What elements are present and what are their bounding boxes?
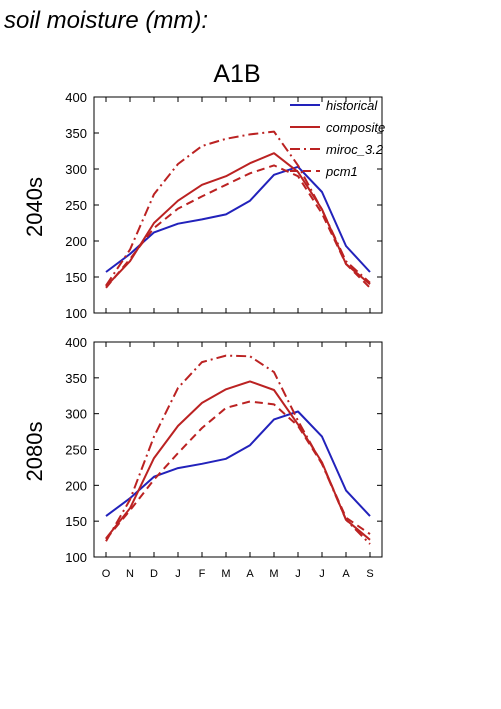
y-tick-label: 200 xyxy=(65,478,87,493)
panel-2080s: 100 150 200 250 300 350 400 O N D J F M A M J J A S 2080s xyxy=(22,335,383,580)
x-tick-label: M xyxy=(269,568,278,580)
legend-label: composite xyxy=(326,120,385,135)
legend: historical composite miroc_3.2 pcm1 xyxy=(290,98,385,179)
y-tick-label: 150 xyxy=(65,270,87,285)
x-tick-label: O xyxy=(102,568,111,580)
series-line-miroc-3-2 xyxy=(105,130,371,287)
y-tick-label: 250 xyxy=(65,443,87,458)
x-tick-label: F xyxy=(199,568,206,580)
x-tick-label: D xyxy=(150,568,158,580)
y-tick-label: 400 xyxy=(65,90,87,105)
y-tick-label: 250 xyxy=(65,198,87,213)
series-line-historical xyxy=(105,165,371,273)
x-tick-label: J xyxy=(295,568,301,580)
y-tick-label: 100 xyxy=(65,550,87,565)
x-tick-label: J xyxy=(319,568,325,580)
x-tick-label: M xyxy=(221,568,230,580)
y-tick-label: 350 xyxy=(65,126,87,141)
x-tick-label: J xyxy=(175,568,181,580)
y-tick-label: 350 xyxy=(65,371,87,386)
x-tick-label: A xyxy=(342,568,350,580)
legend-label: miroc_3.2 xyxy=(326,142,384,157)
scenario-title: A1B xyxy=(213,60,260,88)
y-tick-label: 400 xyxy=(65,335,87,350)
y-axis-label: 2040s xyxy=(22,177,47,237)
series-line-pcm1 xyxy=(105,164,371,289)
series-line-composite xyxy=(105,380,371,541)
y-tick-label: 300 xyxy=(65,407,87,422)
plot-frame xyxy=(93,341,383,558)
series-line-miroc-3-2 xyxy=(105,354,371,545)
y-axis-label: 2080s xyxy=(22,422,47,482)
y-tick-label: 300 xyxy=(65,162,87,177)
panel-2040s: 100 150 200 250 300 350 400 2040s historical comp… xyxy=(22,90,385,321)
series-line-pcm1 xyxy=(105,400,371,540)
x-tick-label: A xyxy=(246,568,254,580)
series-line-historical xyxy=(105,410,371,517)
legend-label: pcm1 xyxy=(325,164,358,179)
y-tick-label: 150 xyxy=(65,514,87,529)
figure-title: soil moisture (mm): xyxy=(4,7,208,34)
x-tick-label: S xyxy=(366,568,373,580)
y-tick-label: 100 xyxy=(65,306,87,321)
legend-label: historical xyxy=(326,98,378,113)
x-tick-label: N xyxy=(126,568,134,580)
y-tick-label: 200 xyxy=(65,234,87,249)
